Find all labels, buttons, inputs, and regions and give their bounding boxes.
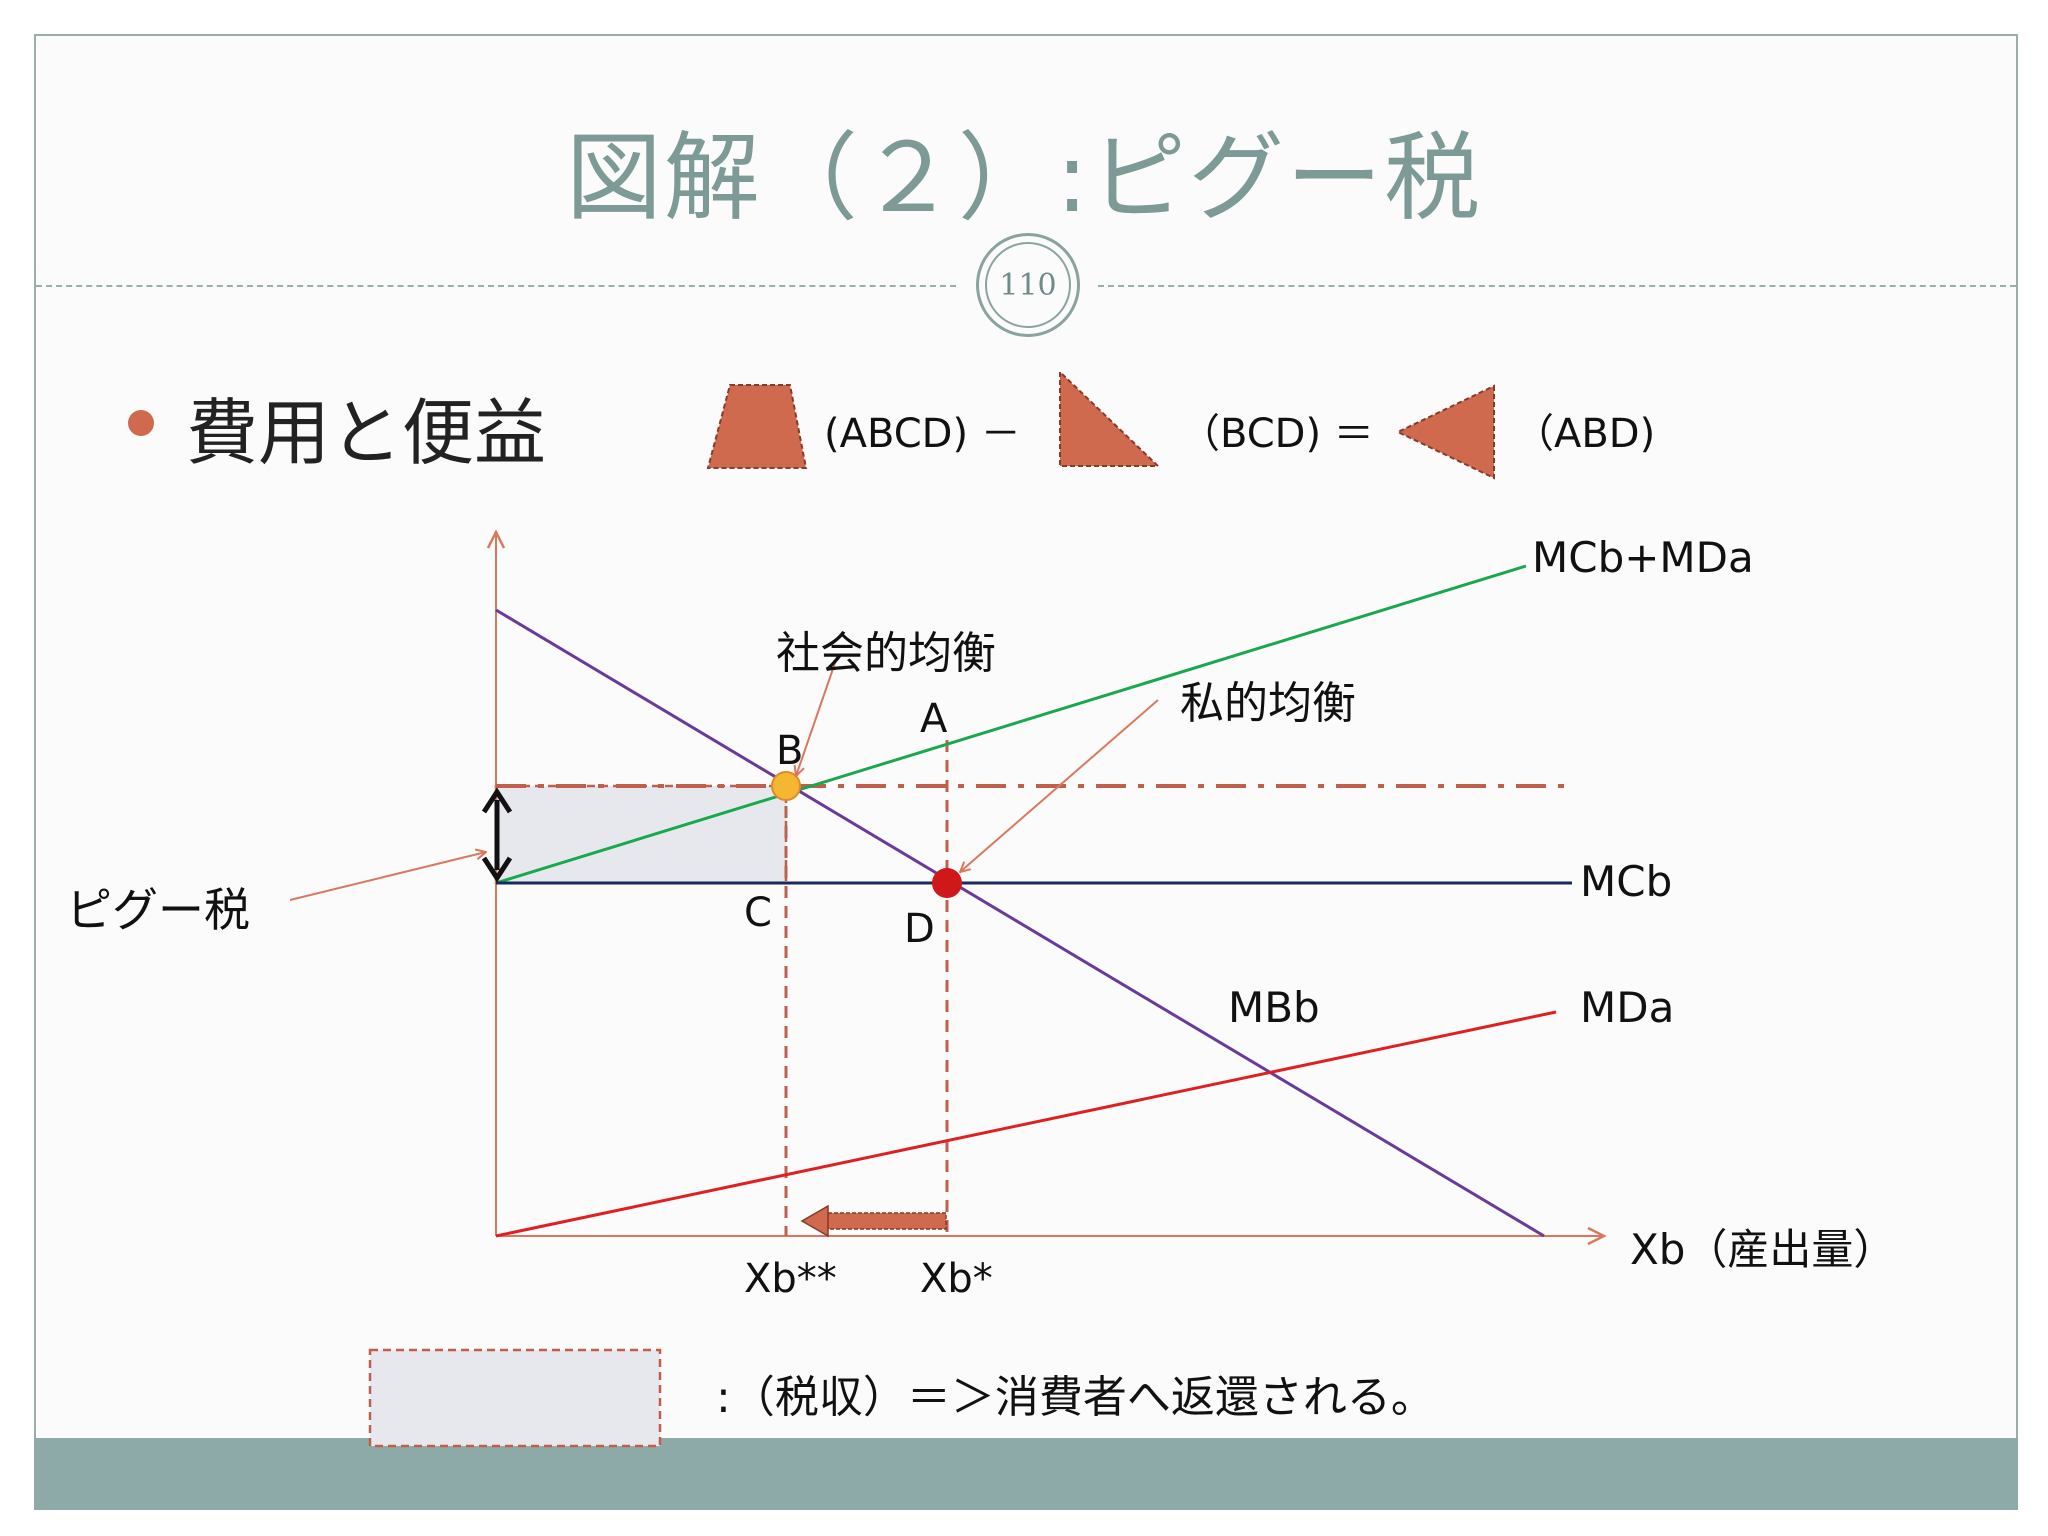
bullet-dot-icon xyxy=(128,410,154,436)
private-eq-pointer xyxy=(960,699,1159,872)
page-number-badge: 110 xyxy=(976,233,1080,337)
bullet-text: 費用と便益 xyxy=(186,391,547,475)
curve-mcb-mda xyxy=(495,564,1527,885)
social-equilibrium-point xyxy=(771,771,801,801)
output-shift-arrow-body xyxy=(827,1212,947,1230)
label-private-equilibrium: 私的均衡 xyxy=(1180,678,1356,729)
label-mcb-mda: MCb+MDa xyxy=(1532,533,1754,582)
label-social-equilibrium: 社会的均衡 xyxy=(776,628,996,679)
private-equilibrium-point xyxy=(932,868,962,898)
formula-term-abcd: (ABCD) － xyxy=(824,411,1021,457)
formula-term-bcd: （BCD) ＝ xyxy=(1180,411,1374,457)
legend-swatch xyxy=(368,1348,662,1448)
legend-text: :（税収）＝＞消費者へ返還される。 xyxy=(716,1372,1435,1423)
curve-mda xyxy=(495,1010,1557,1238)
x-tick-xb-private: Xb* xyxy=(920,1256,993,1302)
page-title: 図解（２）:ピグー税 xyxy=(565,122,1483,234)
label-point-c: C xyxy=(744,890,772,936)
curve-mbb xyxy=(495,608,1545,1238)
triangle-bcd-icon xyxy=(1059,369,1161,467)
x-axis-label: Xb（産出量） xyxy=(1630,1225,1895,1274)
label-pigou-tax: ピグー税 xyxy=(66,883,250,937)
triangle-abd-icon xyxy=(1395,384,1495,480)
title-divider-left xyxy=(36,285,956,287)
label-point-b: B xyxy=(776,728,803,774)
output-shift-arrow-icon xyxy=(800,1204,829,1238)
label-mda: MDa xyxy=(1580,983,1674,1032)
label-point-a: A xyxy=(920,696,948,742)
formula-term-abd: （ABD) xyxy=(1514,411,1655,457)
pigou-tax-arrowhead-up-icon xyxy=(481,787,513,814)
label-mbb: MBb xyxy=(1228,983,1320,1032)
pigou-tax-arrowhead-down-icon xyxy=(481,856,513,883)
trapezoid-abcd-icon xyxy=(706,384,808,469)
x-tick-xb-social: Xb** xyxy=(744,1256,837,1302)
label-mcb: MCb xyxy=(1580,857,1672,906)
page-number: 110 xyxy=(985,242,1071,328)
label-point-d: D xyxy=(904,906,935,952)
pigou-tax-pointer xyxy=(289,852,486,901)
social-eq-pointer xyxy=(796,659,837,776)
title-divider-right xyxy=(1098,285,2016,287)
bottom-band xyxy=(34,1438,2018,1510)
